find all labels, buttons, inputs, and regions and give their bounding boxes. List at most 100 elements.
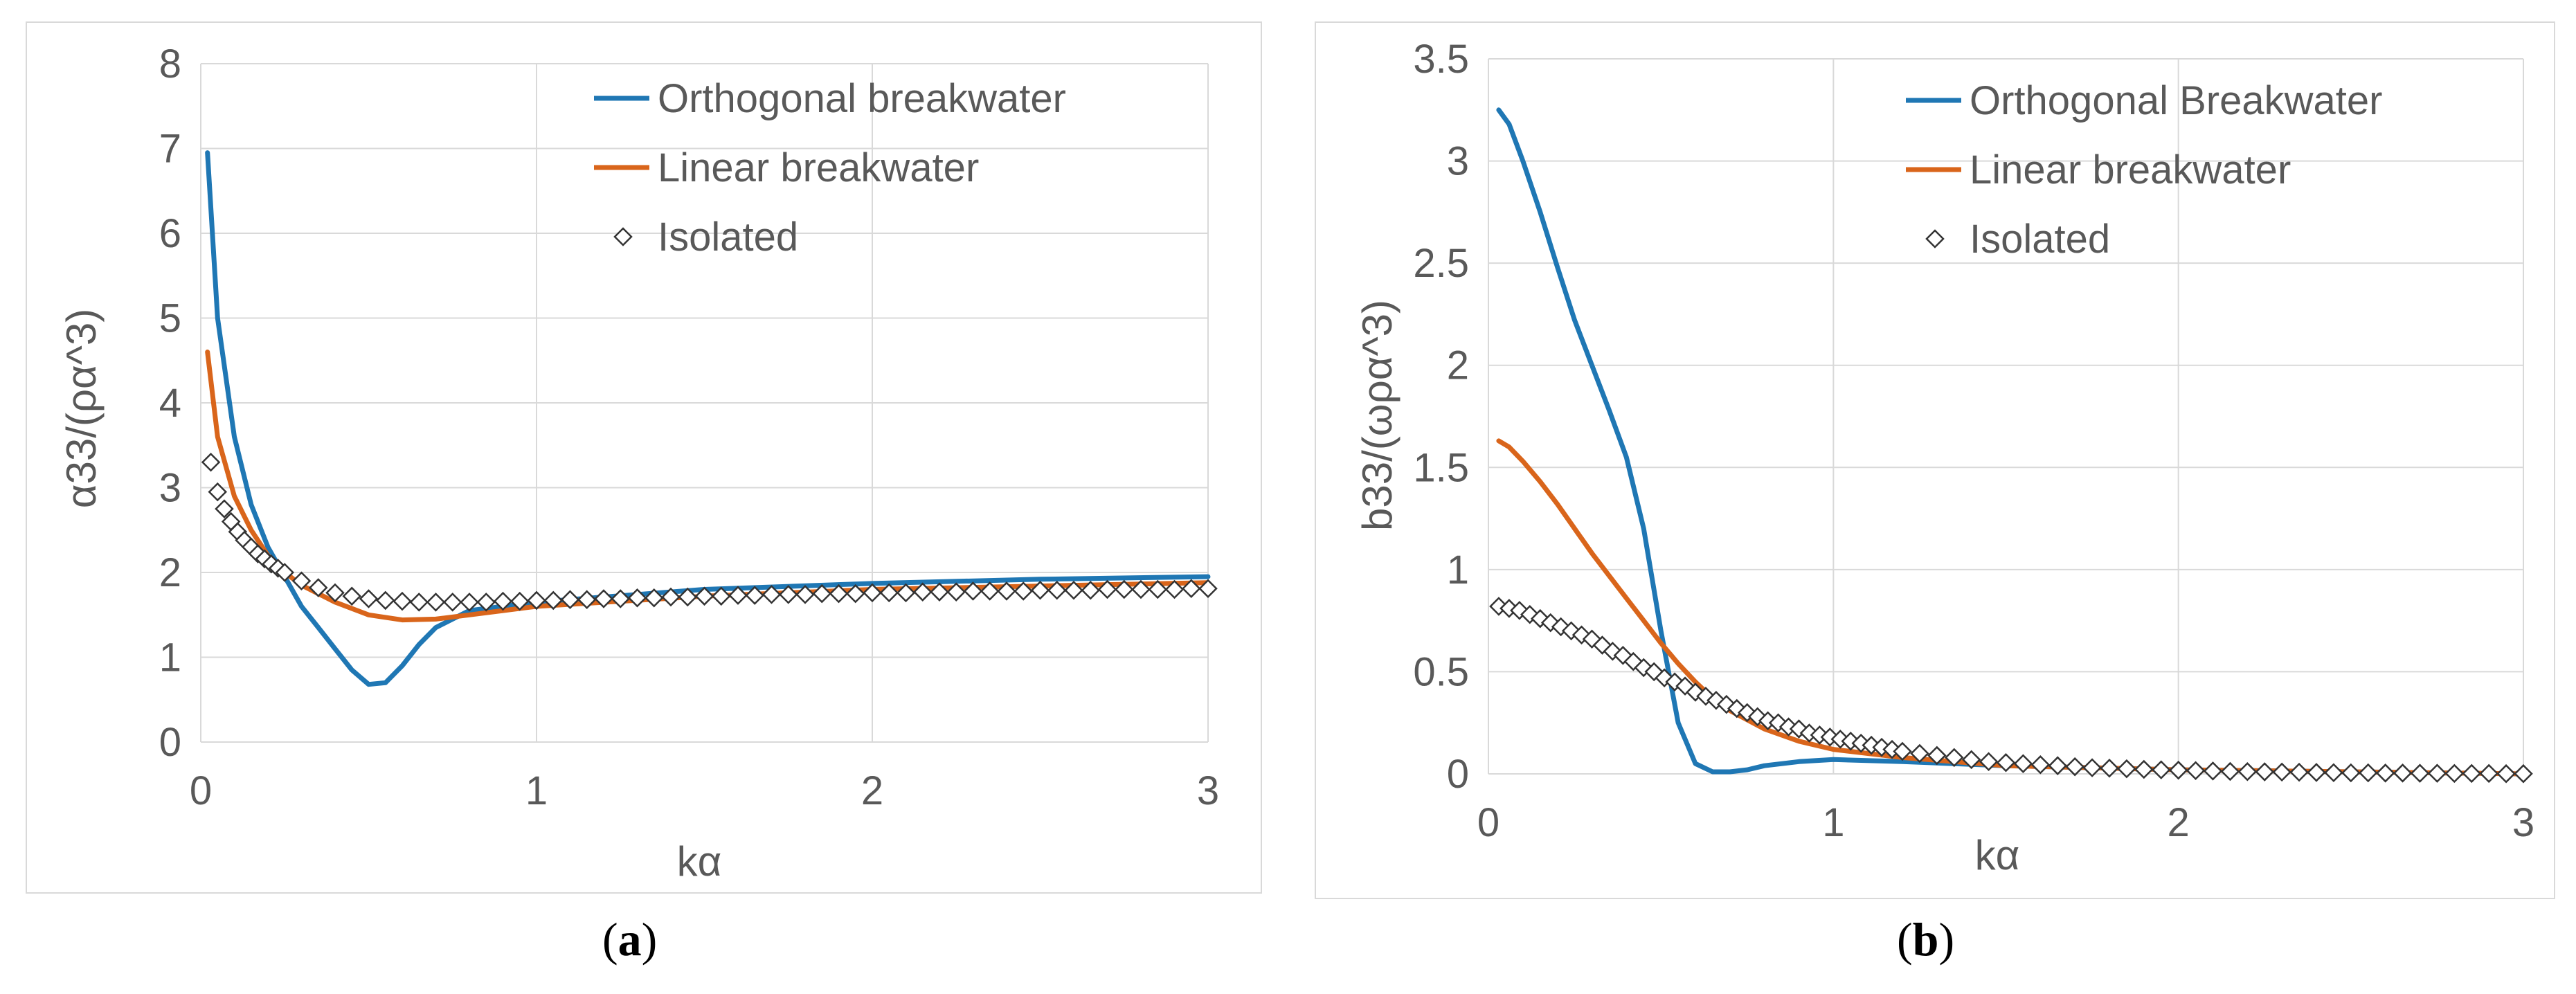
chart-a-xtick-label: 0 <box>190 768 212 813</box>
chart-a-series-isolated-point <box>1097 579 1117 599</box>
chart-a-legend-label: Linear breakwater <box>658 145 979 190</box>
chart-a-series-isolated-point <box>745 586 765 605</box>
chart-a-legend-label: Isolated <box>658 215 798 260</box>
chart-b-xtick-label: 3 <box>2512 800 2534 845</box>
caption-a-label: a <box>618 913 642 966</box>
chart-a-series-isolated-point <box>1198 579 1218 599</box>
chart-a-xtick-label: 1 <box>525 768 548 813</box>
chart-a-series-isolated-point <box>1081 580 1101 600</box>
chart-a-series-isolated-point <box>275 563 295 582</box>
chart-b-series-isolated-point <box>2048 756 2068 775</box>
chart-a-series-isolated-point <box>1114 579 1134 599</box>
chart-a-series-isolated-point <box>728 586 748 605</box>
chart-b-series-isolated-point <box>2514 763 2533 784</box>
caption-a: (a) <box>602 912 657 967</box>
chart-a-series-isolated-point <box>829 584 849 604</box>
chart-b-series-isolated-point <box>1737 703 1757 723</box>
caption-a-open: ( <box>602 913 618 966</box>
chart-a-ytick-label: 6 <box>159 211 181 256</box>
chart-a-series-isolated-point <box>375 590 395 611</box>
chart-b-series-isolated-point <box>1778 717 1799 737</box>
chart-b-series-isolated-point <box>1944 748 1964 768</box>
chart-b-series-isolated-point <box>1665 672 1684 692</box>
chart-b-ylabel: b33/(ωρα^3) <box>1354 300 1400 531</box>
chart-b-series-isolated-point <box>2255 762 2275 781</box>
chart-a-series-isolated-point <box>510 591 530 611</box>
chart-a-series-isolated-point <box>476 593 496 612</box>
chart-a-series-isolated-point <box>342 586 362 606</box>
chart-a-series-orthogonal-breakwater-line <box>205 150 1211 687</box>
chart-a-series-isolated-point <box>678 587 698 607</box>
chart-b-series-isolated-point <box>1510 601 1529 620</box>
chart-b-series-isolated-point <box>2393 763 2413 783</box>
chart-a-series-isolated-point <box>1030 580 1050 600</box>
caption-b: (b) <box>1897 912 1954 967</box>
chart-a-series-isolated-point <box>1064 580 1083 600</box>
chart-b-series-isolated-point <box>2427 763 2447 783</box>
chart-b-series-isolated-point <box>1520 605 1540 624</box>
chart-b-series-isolated-point <box>1696 687 1715 706</box>
chart-b-ytick-label: 3 <box>1447 139 1469 184</box>
chart-b-series-isolated-point <box>2082 758 2102 777</box>
chart-b-series-isolated-point <box>1789 719 1809 739</box>
chart-a-ytick-label: 4 <box>159 381 181 426</box>
chart-b-legend-label: Linear breakwater <box>1970 147 2291 192</box>
chart-a-series-isolated-point <box>879 583 899 603</box>
chart-b-series-isolated-point <box>2030 754 2051 775</box>
chart-b-series-isolated-point <box>2307 763 2326 782</box>
chart-a-ytick-label: 8 <box>159 42 181 87</box>
chart-a-series-isolated-point <box>527 590 546 611</box>
chart-b-series-isolated-point <box>1961 750 1981 770</box>
chart-b-series-isolated-point <box>2220 761 2240 781</box>
chart-a-series-isolated-point <box>611 589 631 608</box>
chart-a-series-isolated-point <box>291 571 312 591</box>
chart-b-series-isolated-point <box>2272 762 2291 782</box>
chart-a-series-isolated-point <box>359 589 379 608</box>
chart-a-series-isolated-point <box>442 593 462 612</box>
chart-a-series-isolated-point <box>201 452 221 472</box>
chart-b-series-isolated-point <box>2151 760 2171 779</box>
chart-a-series-isolated-point <box>778 585 798 604</box>
chart-b-ytick-label: 2 <box>1447 343 1469 388</box>
chart-b-series-isolated-point <box>2065 757 2084 777</box>
chart-b-series-isolated-point <box>2237 761 2258 781</box>
chart-panel-b: 0 0.5 1 1.5 2 2.5 3 3.5 0 1 2 3 kα b33/(ωρα^3) Orthogo… <box>1301 0 2576 994</box>
chart-a-series-isolated-point <box>393 591 412 611</box>
chart-a-ytick-label: 2 <box>159 550 181 595</box>
chart-a-series-isolated-point <box>215 499 234 518</box>
chart-a-ytick-label: 1 <box>159 635 181 680</box>
chart-a-series-isolated-point <box>409 593 429 612</box>
chart-a-series-isolated-point <box>845 584 865 604</box>
chart-b-series-isolated-point <box>2013 754 2033 774</box>
chart-a-series-isolated-point <box>896 583 916 603</box>
chart-b-series-isolated-point <box>1851 733 1871 753</box>
chart-b-series-isolated-point <box>1634 658 1654 678</box>
chart-b-series-isolated-point <box>1675 676 1695 696</box>
chart-a-series-isolated-point <box>930 582 949 602</box>
chart-b-series-isolated-point <box>2358 763 2378 783</box>
chart-a-series-isolated-point <box>1047 580 1067 600</box>
chart-a-series-isolated-point <box>493 591 513 611</box>
chart-b-series-isolated-point <box>1830 730 1850 749</box>
chart-a-xtick-label: 2 <box>861 768 883 813</box>
caption-b-open: ( <box>1897 913 1913 966</box>
chart-b-series-isolated-point <box>1655 668 1674 688</box>
chart-b-series-isolated-point <box>1910 743 1929 763</box>
chart-b-series-isolated-point <box>1979 752 1999 772</box>
chart-a-ytick-label: 3 <box>159 466 181 511</box>
chart-a-series-isolated-point <box>1181 579 1201 599</box>
chart-b-series-isolated-point <box>1893 741 1912 761</box>
chart-b-ytick-label: 1 <box>1447 548 1469 593</box>
chart-a-series-isolated-point <box>426 593 446 612</box>
chart-b-series-isolated-point <box>2186 761 2206 781</box>
chart-a-series-isolated-point <box>308 578 328 597</box>
chart-b-ytick-label: 3.5 <box>1413 37 1469 82</box>
chart-a-series-isolated-point <box>980 581 1000 601</box>
chart-b-series-isolated-point <box>2341 763 2361 783</box>
chart-a-series-isolated-point <box>627 588 647 608</box>
chart-a-series-isolated-point <box>863 583 882 603</box>
chart-b-svg: 0 0.5 1 1.5 2 2.5 3 3.5 0 1 2 3 kα b33/(ωρα^3) Orthogo… <box>1315 21 2555 899</box>
chart-a-series-isolated-point <box>795 585 815 604</box>
caption-a-close: ) <box>641 913 658 966</box>
chart-a-series-isolated-point <box>946 582 966 602</box>
